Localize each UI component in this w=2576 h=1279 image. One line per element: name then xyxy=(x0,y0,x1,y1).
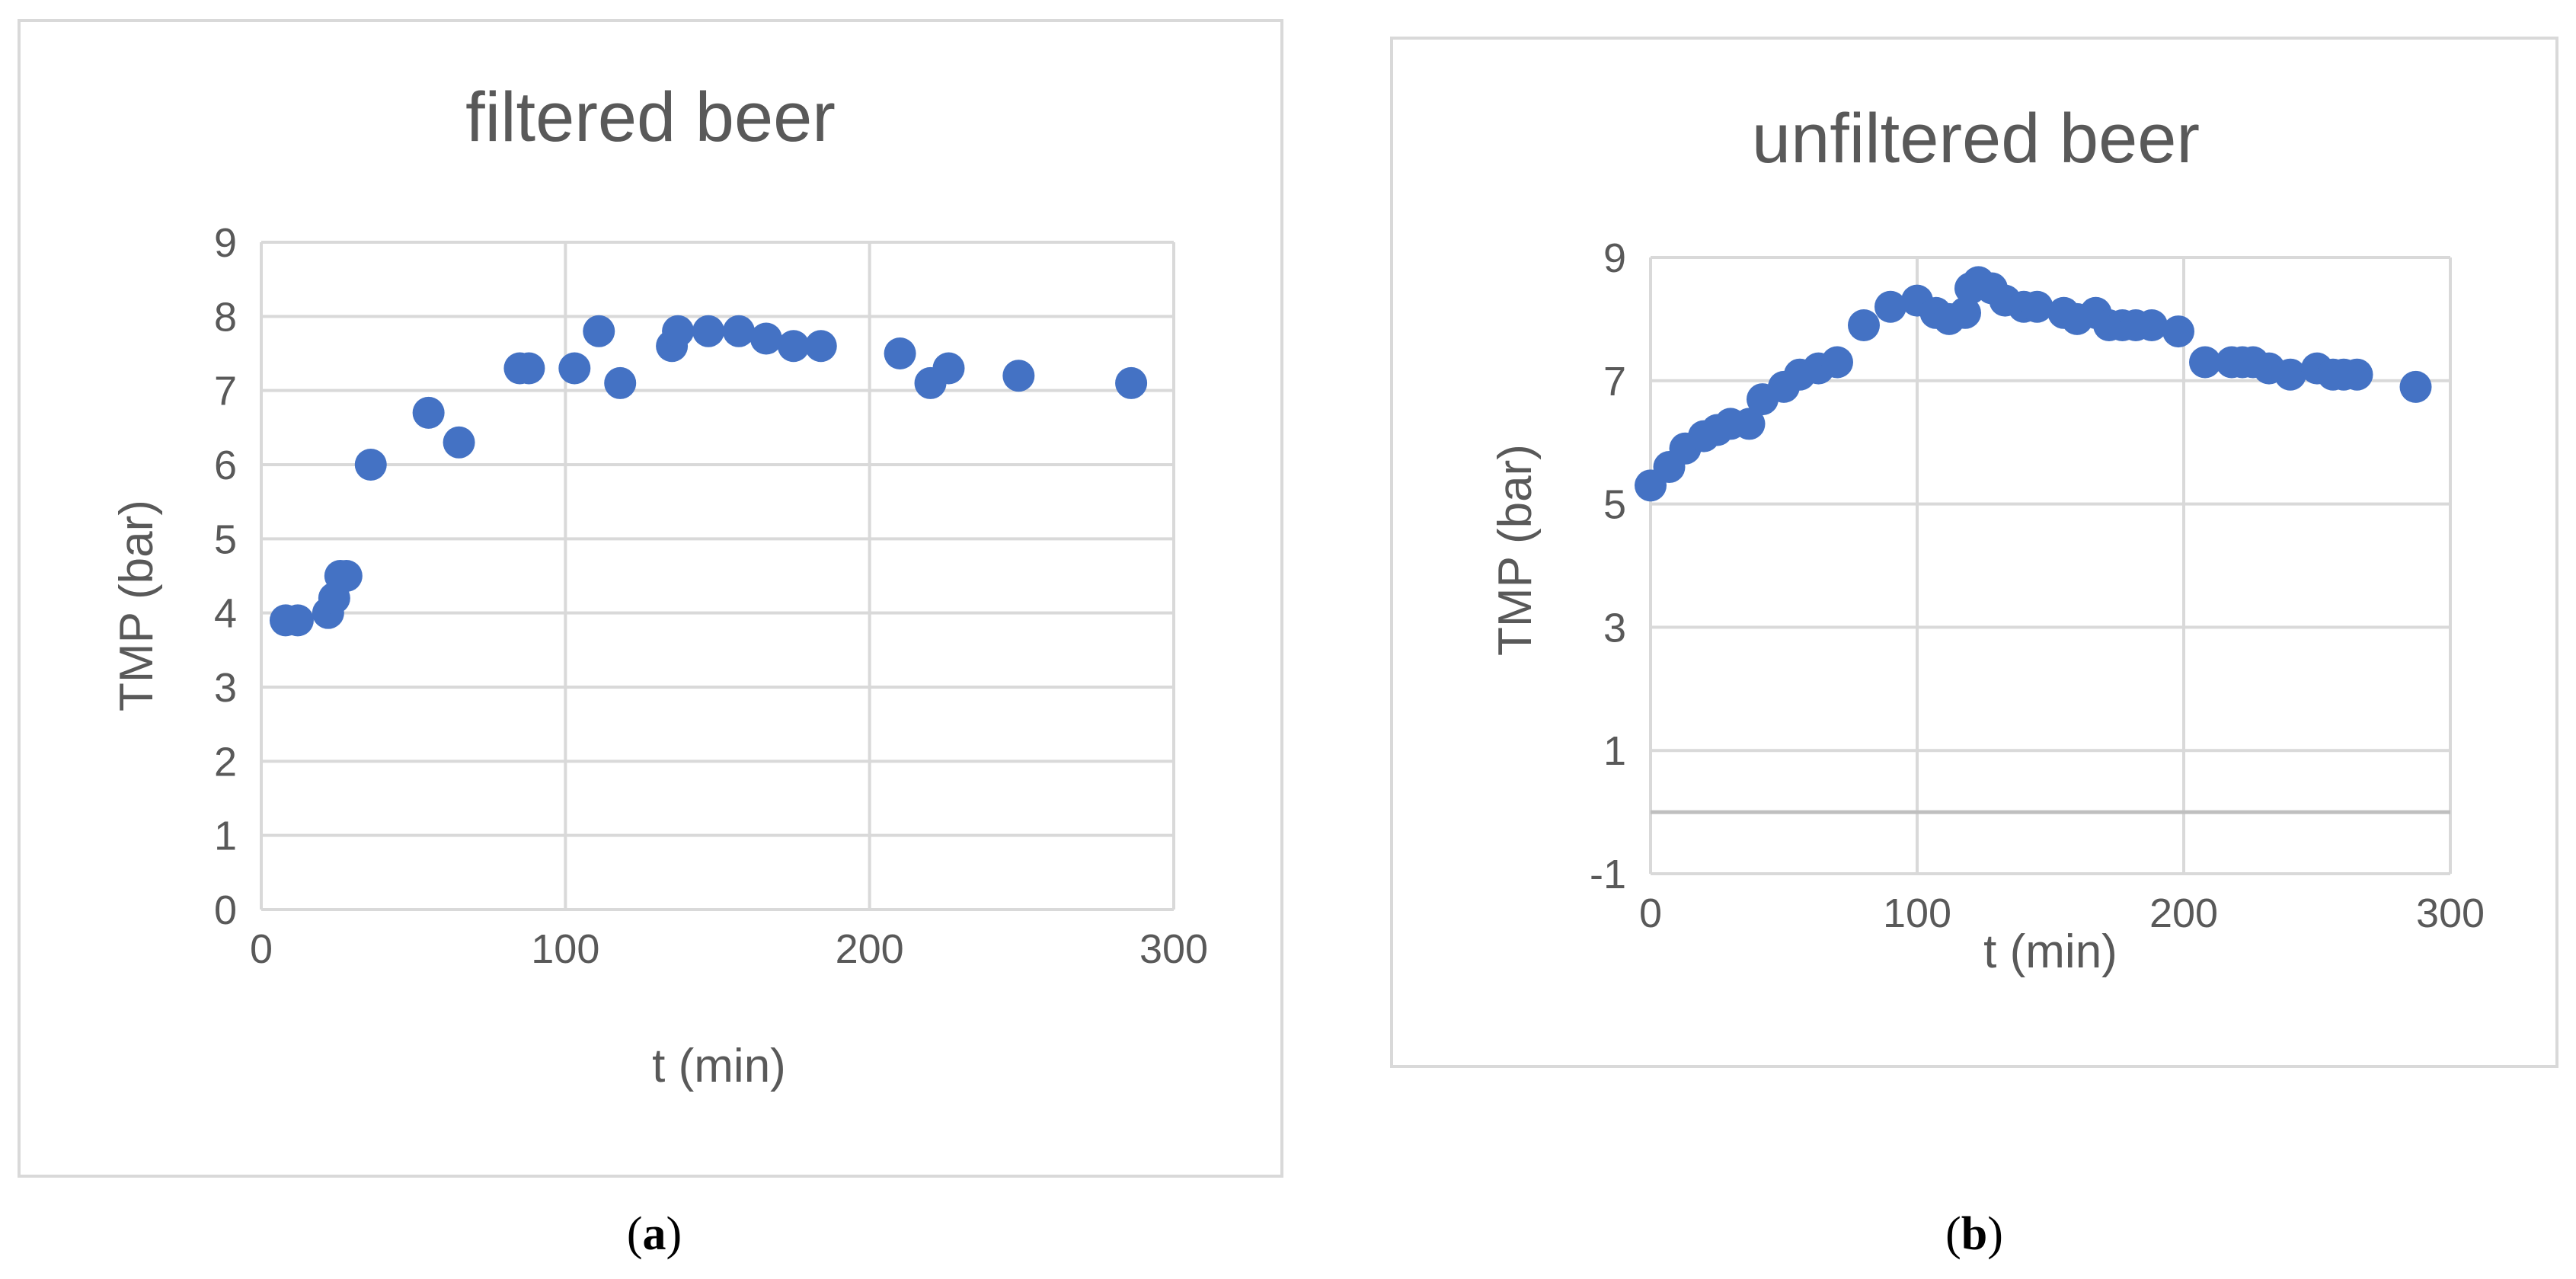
chart-a-data-point xyxy=(412,396,445,429)
chart-a-data-point xyxy=(662,315,695,347)
chart-a-data-point xyxy=(583,315,615,347)
chart-a-plot-area: 0 1 2 3 4 5 6 7 8 9 0 100 200 300 xyxy=(214,220,1208,972)
chart-b-xtick-label: 200 xyxy=(2149,891,2218,936)
chart-a-ytick-label: 5 xyxy=(214,516,237,562)
chart-a-data-point xyxy=(330,560,363,592)
chart-a-data-point xyxy=(281,604,314,637)
chart-a-ytick-label: 2 xyxy=(214,739,237,785)
chart-a-ytick-label: 1 xyxy=(214,814,237,859)
caption-b: (b) xyxy=(1945,1208,2003,1260)
chart-a-data-point xyxy=(1115,366,1148,399)
chart-b-data-point xyxy=(2021,290,2053,323)
chart-b-ytick-label: 9 xyxy=(1603,235,1626,281)
chart-b-data-point xyxy=(2274,358,2306,391)
chart-b-xtick-label: 300 xyxy=(2416,891,2485,936)
chart-a-ytick-label: 7 xyxy=(214,369,237,414)
chart-a-ytick-label: 4 xyxy=(214,591,237,637)
chart-b-ylabel: TMP (bar) xyxy=(1489,444,1542,656)
chart-a-ylabel: TMP (bar) xyxy=(110,500,163,711)
chart-a-data-point xyxy=(722,315,755,347)
chart-a-ytick-label: 3 xyxy=(214,665,237,711)
caption-a: (a) xyxy=(627,1208,682,1260)
chart-a-data-point xyxy=(354,449,387,481)
chart-a-xlabel: t (min) xyxy=(652,1040,786,1092)
chart-b-data-point xyxy=(2399,370,2432,403)
chart-a-data-point xyxy=(558,352,591,385)
chart-a-xtick-label: 0 xyxy=(250,926,273,972)
chart-a-data-point xyxy=(1002,360,1035,392)
chart-b-ytick-label: 5 xyxy=(1603,482,1626,528)
chart-a-ytick-label: 8 xyxy=(214,294,237,340)
chart-a-data-point xyxy=(443,426,475,459)
chart-a-xtick-label: 100 xyxy=(531,926,599,972)
chart-b-xtick-label: 100 xyxy=(1883,891,1951,936)
caption-b-letter: b xyxy=(1961,1208,1987,1260)
chart-b-xlabel: t (min) xyxy=(1983,926,2117,978)
chart-a-xtick-label: 200 xyxy=(836,926,904,972)
chart-a-xtick-label: 300 xyxy=(1139,926,1208,972)
chart-b-xtick-label: 0 xyxy=(1639,891,1662,936)
chart-a-ytick-label: 0 xyxy=(214,887,237,933)
chart-b-data-point xyxy=(1848,309,1880,341)
chart-a-data-point xyxy=(749,322,782,355)
chart-b-ytick-label: 7 xyxy=(1603,359,1626,404)
chart-a-frame xyxy=(18,19,1283,1178)
chart-a-data-point xyxy=(692,315,725,347)
chart-a-data-point xyxy=(777,330,810,363)
chart-b-frame xyxy=(1390,37,2558,1068)
chart-a-ytick-label: 9 xyxy=(214,220,237,266)
chart-b-data-point xyxy=(2189,346,2221,379)
chart-b-data-point xyxy=(2341,358,2373,391)
chart-a-title: filtered beer xyxy=(465,78,836,156)
chart-a-ytick-label: 6 xyxy=(214,443,237,488)
chart-b-title: unfiltered beer xyxy=(1752,100,2200,177)
chart-b-data-point xyxy=(2136,309,2168,341)
chart-b-data-point xyxy=(2162,315,2194,348)
chart-b-ytick-label: 3 xyxy=(1603,605,1626,651)
chart-b-data-point xyxy=(1949,296,1981,329)
chart-a-data-point xyxy=(804,330,837,363)
chart-b-data-point xyxy=(1733,408,1766,440)
chart-b-data-point xyxy=(1874,290,1906,323)
chart-b-data-point xyxy=(1821,346,1853,379)
caption-a-letter: a xyxy=(643,1208,666,1260)
chart-b-plot-area: -1 1 3 5 7 9 0 100 200 300 xyxy=(1590,235,2485,936)
chart-a-data-point xyxy=(884,337,916,369)
chart-a-data-point xyxy=(604,366,637,399)
chart-a-data-point xyxy=(932,352,965,385)
chart-b-ytick-label: -1 xyxy=(1590,852,1626,897)
chart-b-ytick-label: 1 xyxy=(1603,728,1626,774)
chart-a-data-point xyxy=(513,352,545,385)
